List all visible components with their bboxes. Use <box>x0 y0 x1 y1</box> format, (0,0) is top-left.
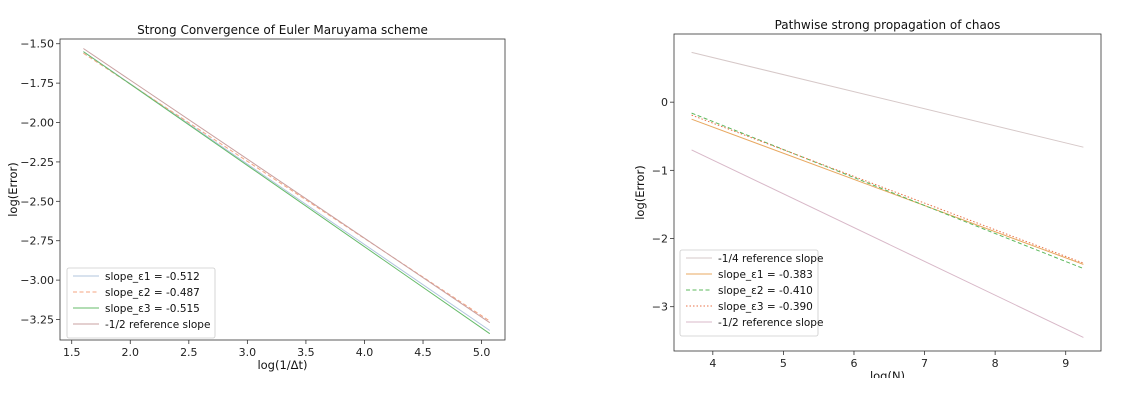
chart1-ytick-label: −1 <box>652 164 668 177</box>
chart0-title: Strong Convergence of Euler Maruyama sch… <box>137 23 428 37</box>
chart0-legend-label-1: slope_ε1 = -0.512 <box>105 271 200 283</box>
chart0-xtick-label: 2.0 <box>122 346 140 359</box>
chart1-xtick-label: 8 <box>992 357 999 370</box>
caption-strip <box>0 378 1142 405</box>
chart0-ytick-label: −1.75 <box>20 77 54 90</box>
chart1-xtick-label: 4 <box>709 357 716 370</box>
chart0-legend-box <box>66 267 216 339</box>
chart1-ytick-label: −2 <box>652 233 668 246</box>
chart0-ytick-label: −3.00 <box>20 274 54 287</box>
chart1-series-line-3 <box>691 112 1084 269</box>
chart1-legend-label-5: -1/2 reference slope <box>718 317 823 329</box>
chart0-xtick-label: 5.0 <box>473 346 491 359</box>
chart1-legend-label-1: -1/4 reference slope <box>718 253 823 265</box>
chart0-legend-label-2: slope_ε2 = -0.487 <box>105 287 200 299</box>
chart0-xlabel: log(1/Δt) <box>257 358 307 372</box>
chart-propagation-of-chaos: Pathwise strong propagation of chaos 4 5 6 7… <box>633 18 1102 383</box>
chart0-series-line-4 <box>83 48 491 324</box>
chart1-xtick-label: 6 <box>850 357 857 370</box>
chart1-legend-label-3: slope_ε2 = -0.410 <box>718 285 813 297</box>
chart1-legend-label-2: slope_ε1 = -0.383 <box>718 269 813 281</box>
chart0-ytick-label: −2.00 <box>20 117 54 130</box>
chart0-ytick-label: −2.75 <box>20 235 54 248</box>
chart0-xtick-label: 4.0 <box>356 346 374 359</box>
chart0-xtick-label: 1.5 <box>63 346 81 359</box>
chart1-plot-frame <box>673 33 1102 352</box>
chart1-series-line-4 <box>691 114 1084 264</box>
chart1-legend-label-4: slope_ε3 = -0.390 <box>718 301 813 313</box>
chart1-ytick-label: −3 <box>652 301 668 314</box>
chart1-ytick-label: 0 <box>661 96 668 109</box>
chart0-series-line-3 <box>83 51 491 335</box>
chart0-ylabel: log(Error) <box>6 162 20 217</box>
chart0-xtick-label: 4.5 <box>414 346 432 359</box>
chart1-xtick-label: 9 <box>1062 357 1069 370</box>
chart-strong-convergence: Strong Convergence of Euler Maruyama sch… <box>6 23 506 372</box>
chart0-ytick-label: −1.50 <box>20 38 54 51</box>
chart1-xtick-label: 7 <box>921 357 928 370</box>
chart1-xtick-label: 5 <box>780 357 787 370</box>
chart0-xtick-label: 2.5 <box>180 346 198 359</box>
chart1-ylabel: log(Error) <box>633 165 647 220</box>
chart0-legend-label-4: -1/2 reference slope <box>105 319 210 331</box>
chart1-series-line-1 <box>691 51 1084 148</box>
chart1-series-line-5 <box>691 149 1084 338</box>
chart0-ytick-label: −2.50 <box>20 195 54 208</box>
chart1-title: Pathwise strong propagation of chaos <box>775 18 1001 32</box>
chart0-ytick-label: −2.25 <box>20 156 54 169</box>
chart0-ytick-label: −3.25 <box>20 314 54 327</box>
chart0-xtick-label: 3.0 <box>239 346 257 359</box>
chart1-series-line-2 <box>691 118 1084 265</box>
chart0-xtick-label: 3.5 <box>297 346 315 359</box>
chart0-legend-label-3: slope_ε3 = -0.515 <box>105 303 200 315</box>
chart1-legend-box <box>679 249 819 337</box>
chart0-plot-frame <box>59 38 506 341</box>
